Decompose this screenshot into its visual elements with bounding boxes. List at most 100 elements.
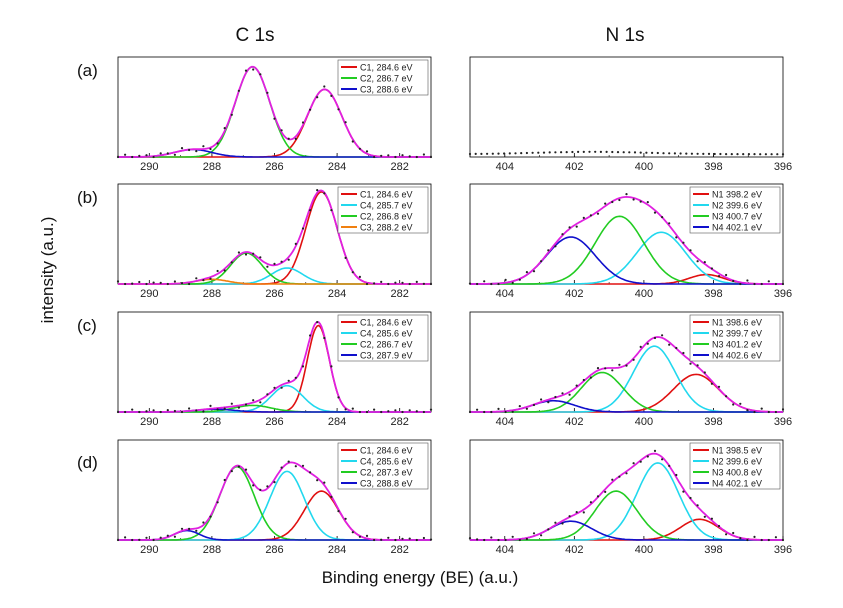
data-point [480, 152, 483, 155]
data-point [209, 404, 212, 407]
x-tick-label: 288 [203, 416, 221, 428]
data-point [618, 363, 621, 366]
data-point [145, 536, 148, 539]
data-point [244, 253, 248, 256]
component-curve-blue [470, 236, 783, 285]
data-point [497, 152, 500, 155]
data-point [294, 242, 297, 245]
data-point [739, 282, 742, 286]
data-point [732, 531, 735, 535]
data-point [483, 280, 486, 283]
legend-label: C4, 285.7 eV [360, 201, 413, 211]
data-point [639, 200, 642, 203]
data-point [668, 222, 671, 225]
data-point [504, 538, 507, 542]
data-point [568, 226, 571, 229]
data-point [195, 409, 198, 412]
data-point [732, 279, 735, 283]
data-point [568, 393, 571, 396]
data-point [309, 209, 312, 212]
x-tick-label: 400 [635, 161, 653, 173]
x-tick-label: 400 [635, 288, 653, 300]
data-point [561, 233, 564, 236]
data-point [401, 410, 404, 414]
data-point [611, 369, 614, 372]
data-point [252, 252, 255, 255]
data-point [280, 260, 283, 263]
data-point [330, 209, 333, 212]
data-point [166, 282, 169, 286]
data-point [422, 536, 425, 540]
data-point [554, 151, 557, 154]
data-point [237, 89, 240, 92]
data-point [483, 538, 486, 542]
legend-label: N3 401.2 eV [712, 340, 762, 350]
data-point [209, 515, 212, 518]
data-point [611, 200, 614, 204]
x-tick-label: 288 [203, 288, 221, 300]
data-point [632, 462, 635, 465]
data-point [188, 282, 191, 286]
data-point [497, 282, 500, 286]
data-point [365, 534, 369, 538]
data-point [273, 481, 276, 484]
data-point [145, 154, 148, 157]
data-point [491, 152, 494, 155]
data-point [230, 470, 233, 473]
x-tick-label: 398 [704, 544, 722, 556]
data-point [511, 535, 514, 538]
data-point [577, 150, 580, 153]
data-point [152, 409, 155, 412]
data-point [330, 94, 333, 97]
data-point [532, 270, 536, 273]
data-point [540, 398, 543, 401]
panel-a-N1s: 404 402 400 398 396 [468, 56, 792, 173]
data-point [259, 488, 262, 491]
data-point [287, 379, 290, 382]
data-point [594, 150, 597, 153]
data-point [131, 538, 134, 542]
legend-label: C3, 288.6 eV [360, 85, 413, 95]
data-point [230, 113, 233, 116]
data-point [287, 258, 290, 261]
component-curve-green [470, 371, 783, 413]
data-point [776, 153, 779, 156]
data-point [547, 249, 550, 252]
data-point [725, 533, 728, 536]
data-point [589, 501, 593, 504]
data-point [633, 151, 637, 154]
data-point [774, 410, 778, 414]
data-point [309, 334, 312, 337]
data-point [216, 408, 219, 411]
data-point [604, 367, 607, 370]
data-point [266, 393, 269, 396]
row-label-d: (d) [77, 453, 98, 472]
data-point [599, 150, 603, 153]
data-point [618, 475, 621, 478]
data-point [689, 249, 692, 252]
data-point [380, 538, 383, 541]
envelope-curve [118, 320, 431, 413]
data-point [468, 152, 472, 156]
data-point [273, 117, 276, 120]
data-point [476, 282, 479, 286]
data-point [195, 529, 198, 532]
data-point [323, 192, 326, 195]
data-point [679, 152, 682, 155]
data-point [159, 410, 162, 414]
data-point [616, 151, 620, 154]
data-point [588, 150, 591, 153]
data-point [387, 536, 390, 539]
data-point [401, 537, 404, 540]
data-point [422, 410, 425, 414]
x-tick-label: 282 [391, 416, 409, 428]
x-tick-label: 404 [496, 161, 514, 173]
legend-label: N2 399.7 eV [712, 329, 762, 339]
data-point [746, 538, 749, 542]
data-point [742, 153, 745, 156]
data-point [760, 538, 763, 542]
